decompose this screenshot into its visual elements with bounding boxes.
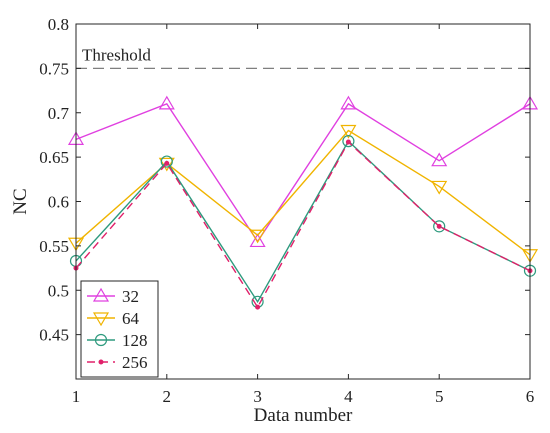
x-tick-label: 3	[253, 387, 262, 406]
data-point	[342, 135, 355, 148]
y-tick-label: 0.7	[48, 104, 70, 123]
legend-label: 128	[122, 331, 148, 350]
legend: 32 64 128 256	[80, 280, 159, 378]
legend-marker	[94, 333, 108, 347]
data-point	[345, 139, 351, 145]
legend-marker	[92, 312, 110, 327]
series-line	[75, 129, 531, 256]
y-tick-label: 0.6	[48, 193, 69, 212]
data-point	[249, 229, 266, 244]
legend-label: 256	[122, 353, 148, 372]
threshold-label: Threshold	[82, 45, 151, 64]
series-line	[75, 140, 531, 304]
legend-label: 64	[122, 309, 140, 328]
legend-marker	[98, 359, 104, 365]
data-point	[431, 152, 448, 167]
data-point	[255, 304, 261, 310]
legend-box	[80, 280, 159, 378]
data-point	[436, 223, 442, 229]
data-point	[431, 180, 448, 195]
series-32	[67, 95, 539, 248]
x-tick-label: 2	[163, 387, 172, 406]
y-tick-label: 0.75	[39, 59, 69, 78]
x-tick-label: 5	[435, 387, 444, 406]
data-point	[340, 124, 357, 139]
y-tick-label: 0.65	[39, 148, 69, 167]
x-tick-label: 1	[72, 387, 81, 406]
y-tick-label: 0.55	[39, 237, 69, 256]
data-point	[249, 233, 266, 248]
y-axis-title: NC	[10, 188, 31, 214]
data-point	[160, 155, 173, 168]
y-tick-label: 0.5	[48, 281, 69, 300]
legend-label: 32	[122, 287, 139, 306]
data-point	[158, 95, 175, 110]
data-point	[164, 160, 170, 166]
data-point	[433, 220, 446, 233]
y-tick-label: 0.45	[39, 326, 69, 345]
series-line	[75, 140, 531, 309]
series-line	[75, 102, 531, 243]
y-tick-label: 0.8	[48, 15, 69, 34]
data-point	[340, 95, 357, 110]
legend-marker	[92, 287, 110, 302]
series-64	[67, 124, 539, 263]
x-axis-title: Data number	[254, 405, 353, 426]
data-point	[158, 157, 175, 172]
x-tick-label: 6	[526, 387, 535, 406]
x-tick-label: 4	[344, 387, 353, 406]
